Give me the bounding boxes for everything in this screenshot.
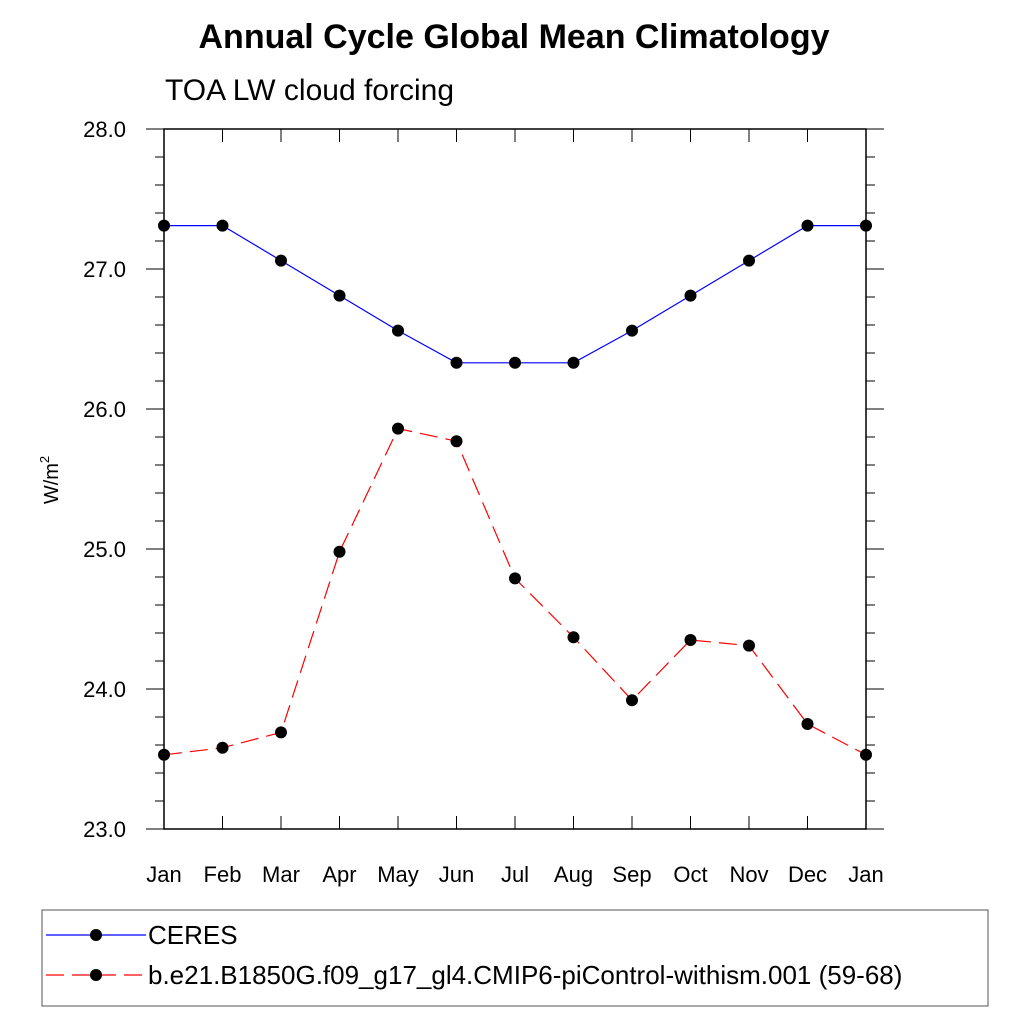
x-tick-label: Sep [612,862,651,887]
chart-subtitle: TOA LW cloud forcing [165,74,454,107]
data-point-series-2 [509,572,521,585]
y-tick-label: 25.0 [83,537,126,562]
data-point-series-1 [860,219,872,232]
data-point-series-1 [333,289,346,302]
x-tick-label: Mar [262,862,300,887]
data-point-series-2 [801,718,814,730]
data-point-series-1 [801,219,814,232]
y-tick-label: 23.0 [83,817,126,842]
data-point-series-2 [567,631,580,644]
legend-marker-model [90,969,102,981]
chart-title: Annual Cycle Global Mean Climatology [199,18,830,56]
y-axis-label-superscript: 2 [37,456,52,463]
series-points [158,219,872,761]
x-tick-labels: Jan Feb Mar Apr May Jun Jul Aug Sep Oct Nov Dec Jan [146,862,883,887]
axis-ticks [146,128,884,830]
data-point-series-2 [450,435,463,448]
x-tick-label: Jan [848,862,883,887]
legend: CERES b.e21.B1850G.f09_g17_gl4.CMIP6-piC… [41,909,989,1007]
y-axis-title: W/m2 [37,456,63,504]
data-point-series-2 [216,741,229,754]
x-tick-label: May [377,862,419,887]
x-tick-label: Jun [439,862,474,887]
data-point-series-2 [626,694,638,707]
x-tick-label: Jan [146,862,181,887]
legend-label-ceres: CERES [148,920,238,950]
x-tick-label: Apr [322,862,356,887]
data-point-series-1 [684,289,697,302]
data-point-series-1 [216,219,229,232]
y-tick-labels: 28.0 27.0 26.0 25.0 24.0 23.0 [83,117,126,842]
y-tick-label: 26.0 [83,397,126,422]
legend-label-model: b.e21.B1850G.f09_g17_gl4.CMIP6-piControl… [148,960,902,990]
x-tick-label: Oct [673,862,707,887]
legend-marker-ceres [90,929,102,941]
y-tick-label: 28.0 [83,117,126,142]
data-point-series-1 [626,324,638,337]
svg-text:W/m2: W/m2 [37,456,63,504]
data-point-series-2 [743,639,755,652]
data-point-series-1 [567,356,580,369]
data-point-series-1 [158,219,170,232]
data-point-series-1 [743,254,755,267]
x-tick-label: Feb [204,862,242,887]
x-tick-label: Nov [729,862,768,887]
series-line-2 [163,427,867,756]
x-tick-label: Dec [788,862,827,887]
data-point-series-2 [860,748,872,761]
data-point-series-1 [275,254,287,267]
data-point-series-1 [450,356,463,369]
series-line-1 [164,225,866,364]
data-point-series-2 [333,545,346,558]
y-tick-label: 27.0 [83,257,126,282]
y-tick-label: 24.0 [83,677,126,702]
legend-box [41,909,989,1007]
data-point-series-2 [684,634,697,646]
x-tick-label: Aug [554,862,593,887]
x-tick-label: Jul [501,862,529,887]
data-point-series-2 [392,422,404,435]
y-axis-label: W/m [41,463,63,504]
data-point-series-2 [275,726,287,739]
data-point-series-2 [158,748,170,761]
plot-frame [163,128,867,830]
data-point-series-1 [509,356,521,369]
series-lines [163,225,867,756]
data-point-series-1 [392,324,404,337]
